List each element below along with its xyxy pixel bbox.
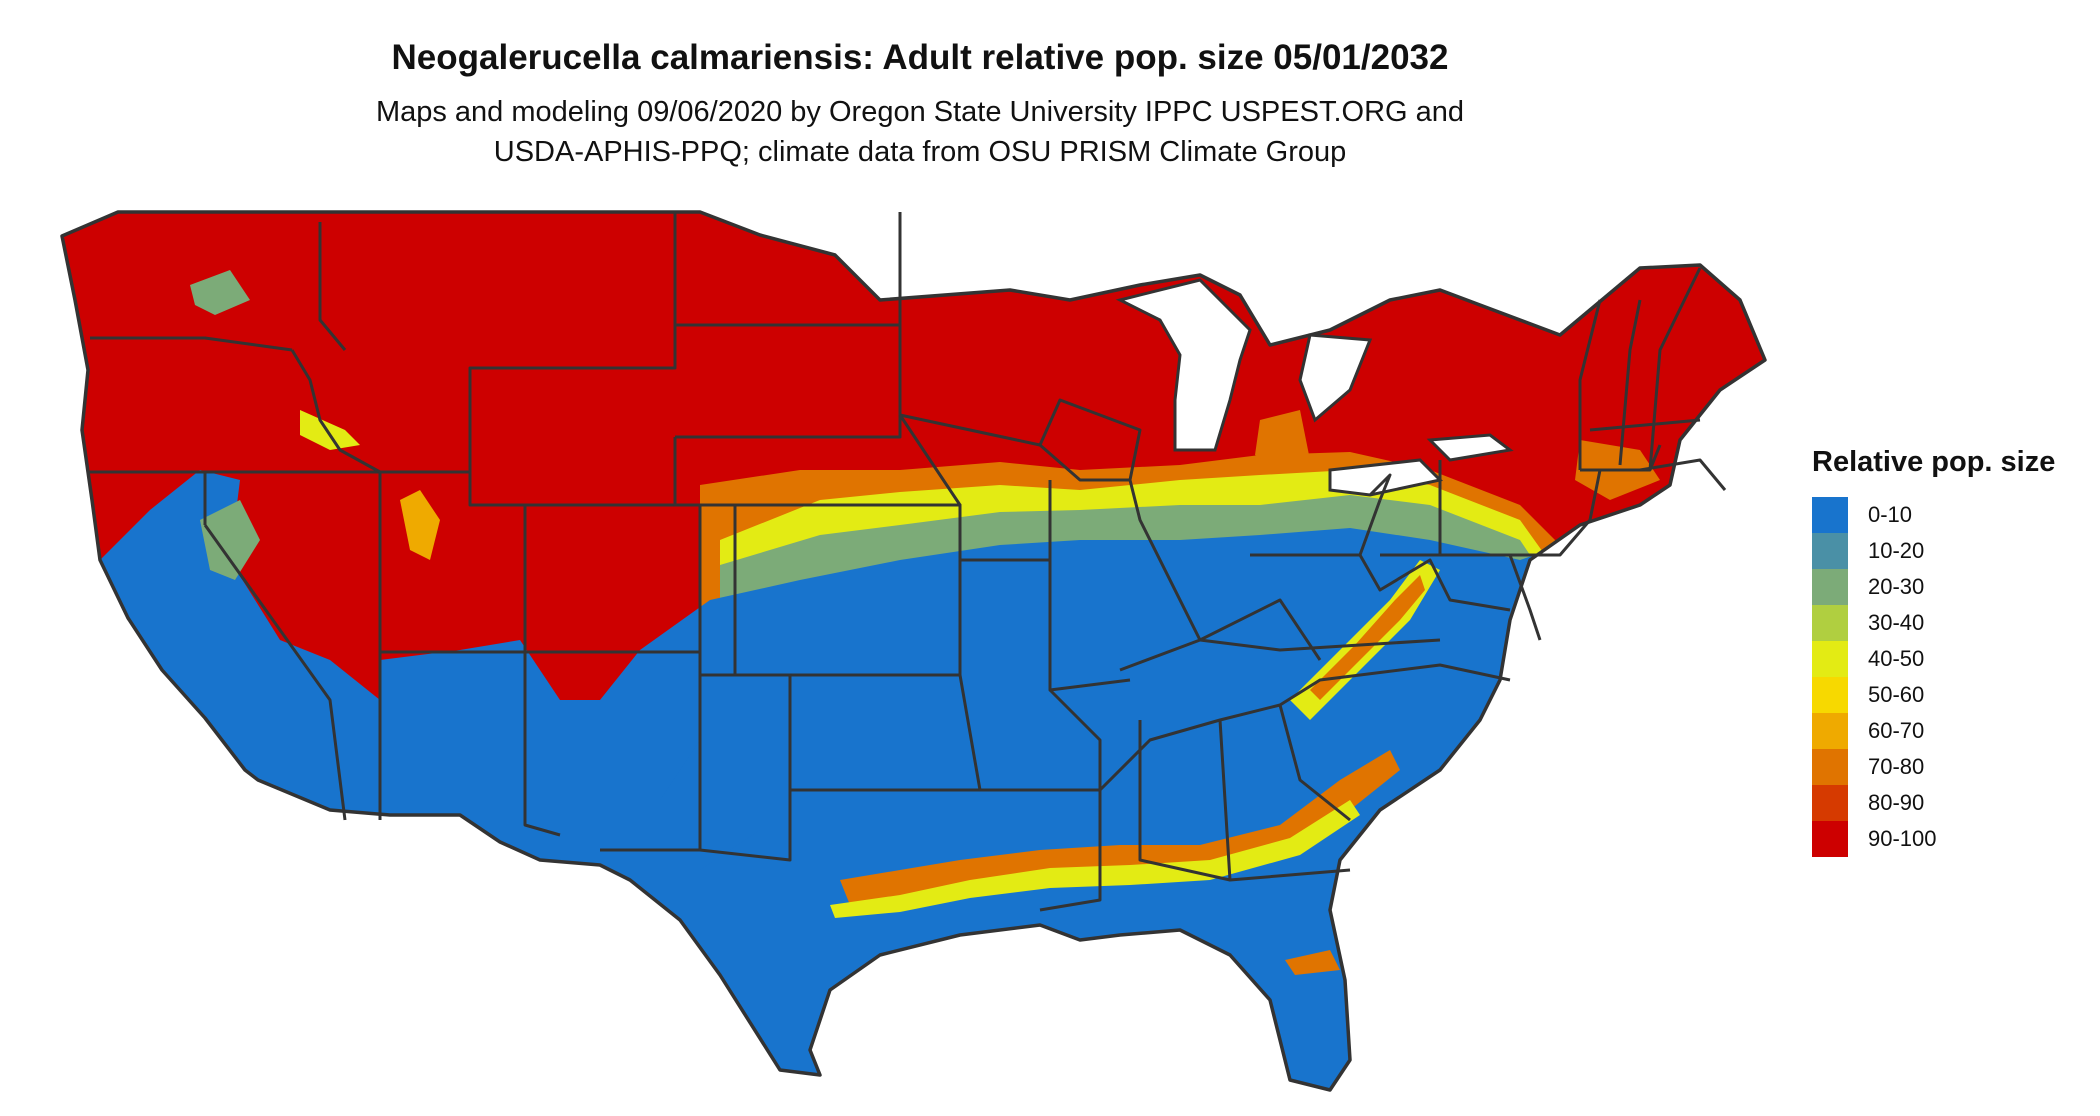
great-lakes (1115, 278, 1514, 497)
subtitle-line-1: Maps and modeling 09/06/2020 by Oregon S… (375, 96, 1465, 128)
legend-swatch (1812, 641, 1848, 677)
legend-item: 0-10 (1812, 497, 2092, 533)
legend-item: 10-20 (1812, 533, 2092, 569)
legend-title: Relative pop. size (1812, 446, 2056, 478)
legend-label: 60-70 (1868, 718, 1925, 743)
legend-item: 40-50 (1812, 641, 2092, 677)
region-70-80-appalachian (1310, 575, 1425, 700)
legend-label: 70-80 (1868, 754, 1925, 779)
us-outline (60, 210, 1767, 1092)
region-20-30-washington (190, 270, 250, 315)
legend-swatch (1812, 605, 1848, 641)
legend-item: 80-90 (1812, 785, 2092, 821)
region-40-50-idaho (300, 410, 360, 450)
legend: Relative pop. size 0-10 10-20 20-30 30-40 40… (1812, 446, 2092, 857)
subtitle-line-2: USDA-APHIS-PPQ; climate data from OSU PR… (493, 136, 1347, 168)
region-70-80-florida (1285, 950, 1340, 975)
legend-item: 30-40 (1812, 605, 2092, 641)
legend-label: 10-20 (1868, 538, 1925, 563)
legend-item: 20-30 (1812, 569, 2092, 605)
legend-swatch (1812, 677, 1848, 713)
legend-label: 20-30 (1868, 574, 1925, 599)
legend-label: 40-50 (1868, 646, 1925, 671)
region-70-80-texas-tip (815, 1035, 850, 1060)
legend-swatch (1812, 713, 1848, 749)
region-40-50-gulf-band (830, 800, 1360, 918)
legend-item: 90-100 (1812, 821, 2092, 857)
map-subtitle: Maps and modeling 09/06/2020 by Oregon S… (0, 92, 1840, 172)
legend-label: 90-100 (1868, 826, 1937, 851)
region-70-80-michigan (1255, 410, 1310, 470)
legend-swatch (1812, 785, 1848, 821)
legend-swatch (1812, 749, 1848, 785)
legend-item: 60-70 (1812, 713, 2092, 749)
region-0-10-west (100, 470, 460, 815)
legend-item: 50-60 (1812, 677, 2092, 713)
state-borders (88, 212, 1727, 912)
region-20-30-great-basin (200, 500, 260, 580)
legend-label: 80-90 (1868, 790, 1925, 815)
us-map (60, 210, 1767, 1092)
legend-label: 30-40 (1868, 610, 1925, 635)
legend-swatch (1812, 533, 1848, 569)
region-0-10-southwest (380, 640, 760, 870)
legend-label: 0-10 (1868, 502, 1913, 527)
legend-item: 70-80 (1812, 749, 2092, 785)
legend-items: 0-10 10-20 20-30 30-40 40-50 50-60 60-70 70-80 8… (1812, 497, 2092, 857)
legend-swatch (1812, 569, 1848, 605)
legend-swatch (1812, 497, 1848, 533)
region-70-80-gulf-band (840, 750, 1400, 905)
legend-swatch (1812, 821, 1848, 857)
legend-label: 50-60 (1868, 682, 1925, 707)
map-title: Neogalerucella calmariensis: Adult relat… (391, 38, 1449, 77)
region-60-70-rockies (400, 490, 440, 560)
